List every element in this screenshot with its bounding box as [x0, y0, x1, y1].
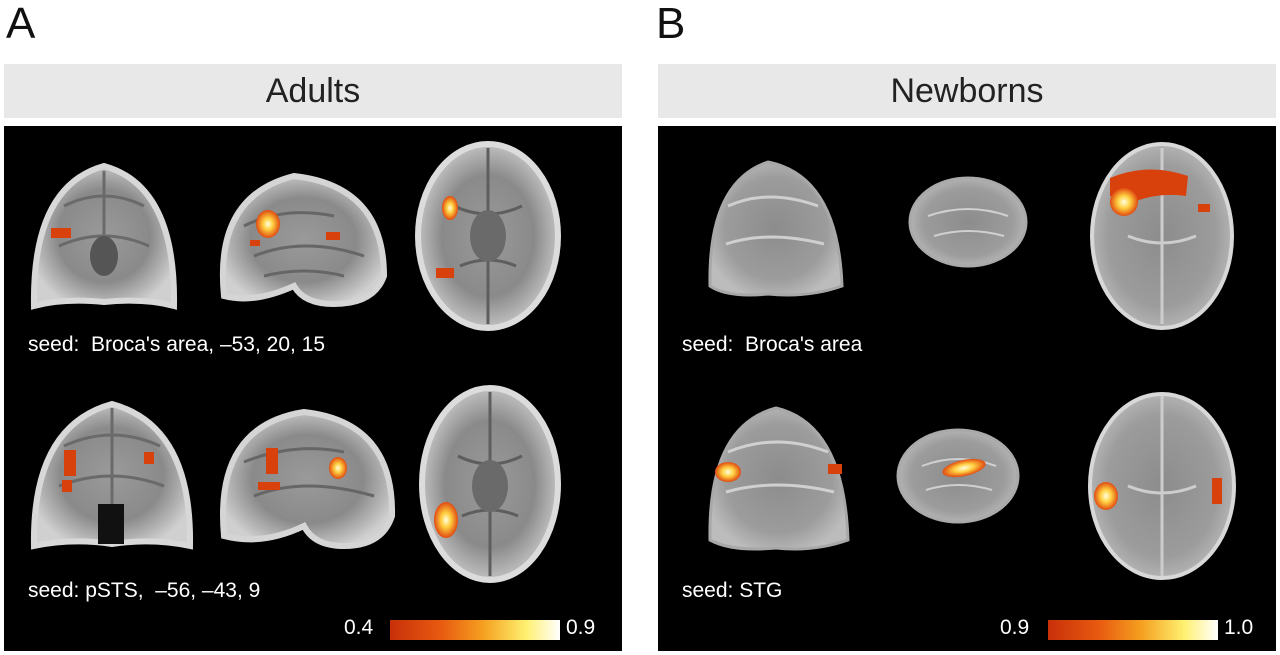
adult-axial-brain-1 [415, 141, 561, 331]
panel-a-seed-label-2: seed: pSTS, –56, –43, 9 [28, 579, 261, 602]
panel-b-figure: seed: Broca's area seed: STG 0.9 1.0 [658, 126, 1276, 651]
adult-coronal-brain-1 [30, 162, 178, 310]
panel-a-figure: seed: Broca's area, –53, 20, 15 seed: pS… [4, 126, 622, 651]
panel-a-title: Adults [4, 64, 622, 118]
newborn-coronal-brain-1 [708, 160, 844, 297]
panel-b-colorbar-max: 1.0 [1224, 616, 1254, 639]
panel-b-colorbar-min: 0.9 [1000, 616, 1030, 639]
adult-sagittal-brain-1 [219, 172, 388, 308]
panel-b-title: Newborns [658, 64, 1276, 118]
panel-a-seed-label-1: seed: Broca's area, –53, 20, 15 [28, 333, 326, 356]
panel-a-colorbar [390, 620, 560, 640]
newborn-sagittal-brain-2 [896, 428, 1020, 524]
newborn-axial-brain-1 [1090, 142, 1234, 330]
panel-a-colorbar-min: 0.4 [344, 616, 374, 639]
adult-sagittal-brain-2 [220, 408, 396, 550]
panel-b-seed-label-2: seed: STG [682, 579, 783, 602]
panel-a-letter: A [6, 0, 36, 48]
newborn-axial-brain-2 [1088, 392, 1236, 580]
newborn-coronal-brain-2 [708, 406, 850, 551]
panel-a-brain-images [30, 141, 561, 583]
panel-b-letter: B [656, 0, 686, 48]
panel-b-seed-label-1: seed: Broca's area [682, 333, 863, 356]
panel-b-brain-images [708, 142, 1236, 580]
panel-a-colorbar-max: 0.9 [566, 616, 596, 639]
adult-coronal-brain-2 [30, 400, 194, 550]
newborn-sagittal-brain-1 [908, 176, 1028, 268]
adult-axial-brain-2 [419, 385, 561, 583]
panel-b-colorbar [1048, 620, 1218, 640]
